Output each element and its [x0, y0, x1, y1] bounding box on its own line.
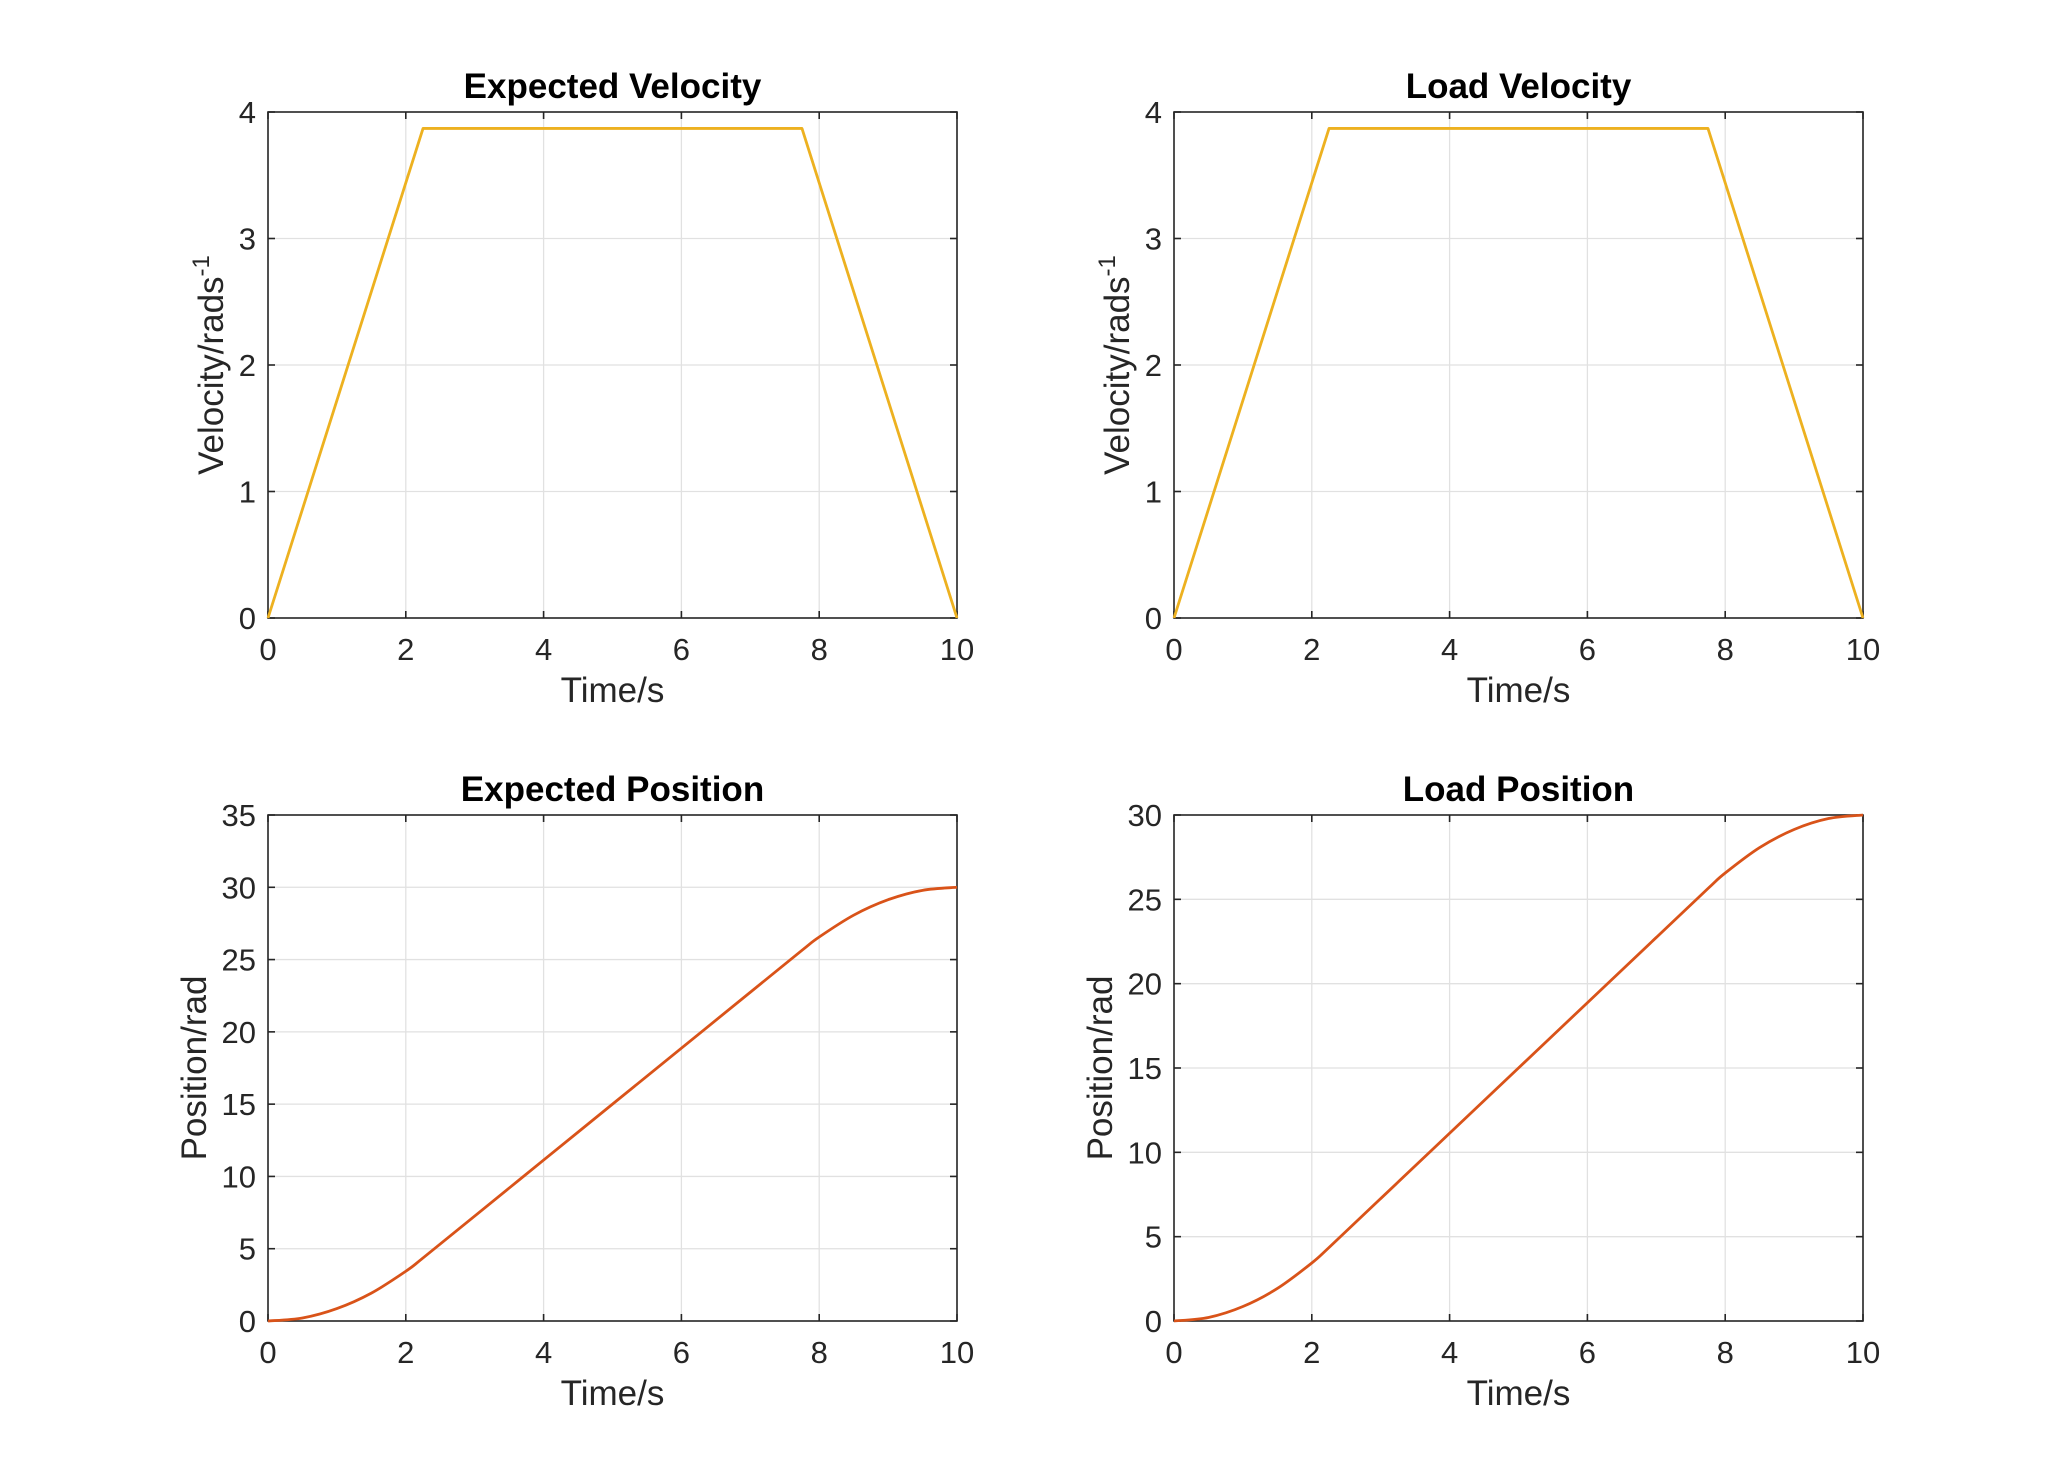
x-tick-label: 6 — [673, 632, 690, 667]
chart-panel-3: 0 2 4 6 8 10 0 5 10 15 20 25 30 35 Expected Position Ti… — [175, 770, 974, 1413]
x-tick-label: 4 — [535, 632, 552, 667]
y-tick-label: 35 — [222, 798, 256, 833]
y-tick-label: 10 — [222, 1159, 256, 1194]
y-axis-label: Position/rad — [1081, 976, 1120, 1161]
chart-title: Expected Velocity — [464, 67, 762, 106]
y-tick-label: 0 — [239, 601, 256, 636]
y-tick-label: 1 — [1145, 475, 1162, 510]
y-axis-label: Velocity/rads-1 — [1094, 255, 1137, 475]
y-tick-label: 5 — [1145, 1220, 1162, 1255]
x-tick-label: 4 — [1441, 632, 1458, 667]
axes-box — [267, 814, 958, 1322]
chart-panel-4: 0 2 4 6 8 10 0 5 10 15 20 25 30 Load Position Time/s Po… — [1081, 770, 1880, 1413]
y-axis-label: Position/rad — [175, 976, 214, 1161]
y-tick-label: 0 — [1145, 1304, 1162, 1339]
y-tick-label: 15 — [222, 1087, 256, 1122]
x-tick-label: 8 — [1717, 1335, 1734, 1370]
x-tick-label: 10 — [1846, 1335, 1880, 1370]
series-line-1 — [267, 885, 958, 1323]
x-tick-label: 10 — [1846, 632, 1880, 667]
y-tick-label: 25 — [1128, 882, 1162, 917]
x-tick-label: 10 — [940, 1335, 974, 1370]
y-tick-label: 25 — [222, 943, 256, 978]
series-line-1 — [266, 127, 959, 619]
y-tick-label: 2 — [1145, 348, 1162, 383]
series-line-1 — [1172, 127, 1865, 619]
x-tick-label: 10 — [940, 632, 974, 667]
y-tick-label: 15 — [1128, 1051, 1162, 1086]
x-axis-label: Time/s — [561, 671, 665, 710]
x-tick-label: 8 — [1717, 632, 1734, 667]
x-tick-label: 2 — [397, 632, 414, 667]
series-line-1 — [1173, 813, 1864, 1323]
x-tick-label: 0 — [259, 632, 276, 667]
x-tick-label: 4 — [1441, 1335, 1458, 1370]
y-tick-label: 1 — [239, 475, 256, 510]
chart-title: Expected Position — [461, 770, 764, 809]
y-tick-label: 30 — [222, 870, 256, 905]
x-tick-label: 6 — [1579, 632, 1596, 667]
x-tick-label: 0 — [1165, 1335, 1182, 1370]
x-tick-label: 2 — [1303, 632, 1320, 667]
y-axis-label-superscript: -1 — [1094, 255, 1121, 276]
x-axis-label: Time/s — [1467, 1374, 1571, 1413]
x-tick-label: 2 — [397, 1335, 414, 1370]
y-axis-label: Velocity/rads-1 — [188, 255, 231, 475]
x-tick-label: 6 — [673, 1335, 690, 1370]
y-tick-label: 3 — [1145, 222, 1162, 257]
x-tick-label: 2 — [1303, 1335, 1320, 1370]
y-tick-label: 3 — [239, 222, 256, 257]
chart-title: Load Position — [1403, 770, 1634, 809]
x-tick-label: 6 — [1579, 1335, 1596, 1370]
y-tick-label: 10 — [1128, 1135, 1162, 1170]
x-tick-label: 8 — [811, 632, 828, 667]
y-axis-label-superscript: -1 — [188, 255, 215, 276]
y-tick-label: 4 — [1145, 95, 1162, 130]
plot-area — [268, 815, 957, 1321]
x-tick-label: 8 — [811, 1335, 828, 1370]
y-tick-label: 5 — [239, 1232, 256, 1267]
y-tick-label: 20 — [222, 1015, 256, 1050]
x-axis-label: Time/s — [1467, 671, 1571, 710]
chart-panel-2: 0 2 4 6 8 10 0 1 2 3 4 Load Velocity Time/s Velocity/… — [1094, 67, 1880, 710]
x-axis-label: Time/s — [561, 1374, 665, 1413]
y-tick-label: 4 — [239, 95, 256, 130]
y-tick-label: 30 — [1128, 798, 1162, 833]
y-tick-label: 0 — [1145, 601, 1162, 636]
x-tick-label: 0 — [1165, 632, 1182, 667]
y-tick-label: 0 — [239, 1304, 256, 1339]
chart-panel-1: 0 2 4 6 8 10 0 1 2 3 4 Expected Velocity Time/s Veloc… — [188, 67, 974, 710]
x-tick-label: 0 — [259, 1335, 276, 1370]
y-tick-label: 2 — [239, 348, 256, 383]
chart-title: Load Velocity — [1406, 67, 1632, 106]
y-tick-label: 20 — [1128, 967, 1162, 1002]
x-tick-label: 4 — [535, 1335, 552, 1370]
